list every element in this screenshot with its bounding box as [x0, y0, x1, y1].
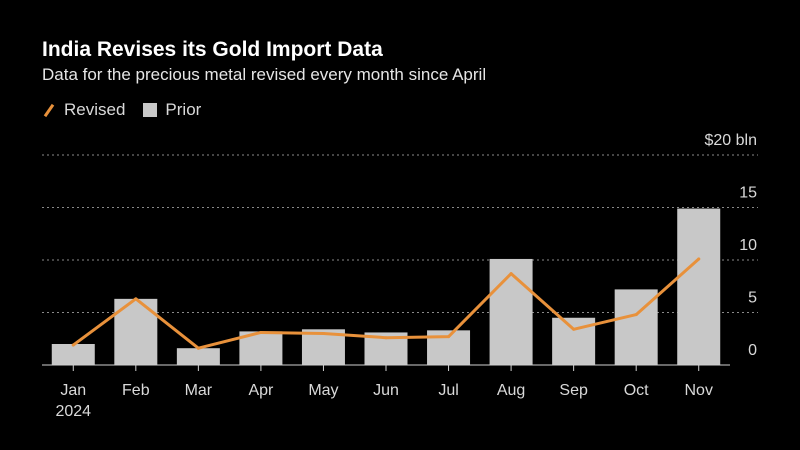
bar-prior — [677, 208, 721, 365]
x-tick-label: Jun — [373, 382, 399, 399]
x-tick-label: Jul — [438, 382, 458, 399]
x-tick-label: Oct — [624, 382, 649, 399]
point-revised — [196, 346, 200, 350]
bar-prior — [51, 344, 95, 365]
point-revised — [321, 332, 325, 335]
y-tick-label: 0 — [748, 342, 757, 359]
legend-item-revised: Revised — [42, 100, 125, 120]
legend-bar-swatch — [143, 103, 158, 117]
y-tick-label: 15 — [739, 185, 757, 202]
point-revised — [134, 297, 138, 301]
legend-label-prior: Prior — [165, 100, 202, 119]
chart-subtitle: Data for the precious metal revised ever… — [42, 65, 487, 84]
x-tick-label: Apr — [248, 382, 274, 399]
x-tick-label: Aug — [497, 382, 525, 399]
x-tick-label: Sep — [559, 382, 588, 399]
bar-prior — [176, 348, 220, 365]
legend: Revised Prior — [42, 100, 201, 120]
x-tick-label: Jan — [60, 382, 86, 399]
y-tick-label: 10 — [739, 237, 757, 254]
chart-title: India Revises its Gold Import Data — [42, 38, 383, 61]
point-revised — [384, 336, 388, 340]
point-revised — [509, 272, 513, 276]
point-revised — [447, 335, 451, 339]
x-year-label: 2024 — [55, 403, 91, 420]
legend-label-revised: Revised — [64, 100, 126, 119]
point-revised — [572, 327, 576, 331]
point-revised — [259, 330, 263, 334]
point-revised — [634, 313, 638, 317]
bar-prior — [489, 258, 533, 365]
y-tick-label: $20 bln — [705, 132, 758, 149]
point-revised — [697, 257, 701, 261]
point-revised — [71, 343, 75, 347]
x-tick-label: Feb — [122, 382, 150, 399]
legend-item-prior: Prior — [143, 100, 201, 120]
y-tick-label: 5 — [748, 290, 757, 307]
x-tick-label: May — [308, 382, 338, 399]
x-tick-label: Mar — [185, 382, 213, 399]
x-tick-label: Nov — [685, 382, 713, 399]
